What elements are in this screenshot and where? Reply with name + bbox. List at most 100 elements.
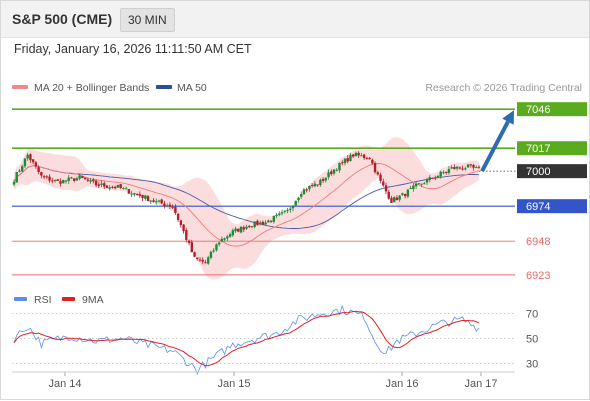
rsi-legend: RSI 9MA: [14, 294, 104, 306]
candle: [346, 155, 349, 164]
candle: [428, 175, 431, 183]
candle-body: [379, 174, 382, 181]
instrument-title: S&P 500 (CME): [12, 11, 113, 27]
rsi-lines: [13, 304, 480, 375]
candle-body: [114, 186, 117, 189]
candle: [141, 194, 144, 202]
candle: [168, 202, 172, 210]
candle-body: [469, 164, 472, 166]
candle: [176, 213, 180, 222]
candle-body: [23, 158, 27, 167]
candle: [351, 153, 355, 158]
candle-body: [373, 163, 377, 173]
chart-header: S&P 500 (CME) 30 MIN: [1, 1, 589, 38]
candle: [182, 224, 185, 234]
candle: [401, 192, 404, 196]
candle-body: [308, 186, 311, 190]
candle-body: [111, 186, 114, 188]
candle-body: [403, 194, 407, 197]
candle-body: [346, 157, 349, 162]
rsi-tick-70: 70: [526, 309, 538, 321]
candle-body: [316, 184, 319, 186]
candle: [40, 171, 43, 179]
candle: [67, 175, 70, 184]
candle: [201, 257, 204, 265]
candle: [272, 215, 276, 224]
candle-body: [412, 185, 415, 190]
candle: [365, 156, 369, 160]
candle: [291, 205, 295, 212]
candle-body: [414, 183, 418, 187]
candle: [108, 185, 111, 191]
candle-body: [237, 228, 240, 232]
candle: [253, 221, 256, 229]
candle: [105, 185, 109, 189]
candle-body: [447, 169, 451, 173]
candle: [475, 165, 478, 169]
candle: [354, 151, 358, 157]
rsi-tick-50: 50: [526, 334, 538, 346]
candle-body: [395, 197, 399, 201]
candle: [349, 152, 352, 162]
candle-body: [351, 154, 355, 157]
candle: [371, 158, 374, 165]
candle: [283, 210, 286, 214]
candle: [45, 175, 49, 180]
candle-body: [297, 197, 300, 201]
candle-body: [119, 184, 122, 189]
candle: [124, 186, 128, 190]
timeframe-badge[interactable]: 30 MIN: [120, 8, 175, 32]
candle: [220, 236, 224, 243]
candle-body: [393, 197, 396, 203]
candle: [149, 200, 152, 204]
candle: [417, 182, 421, 185]
candle-body: [92, 179, 95, 182]
forecast-arrow-shaft: [480, 120, 510, 173]
candle: [338, 162, 341, 173]
rsi-legend-swatch: [14, 297, 27, 301]
ma20-line: [13, 163, 480, 247]
candle-body: [228, 234, 232, 237]
candle-body: [124, 188, 128, 190]
candle-body: [174, 207, 177, 213]
candle: [250, 225, 254, 228]
candle: [48, 174, 51, 183]
level-label-6923: 6923: [526, 270, 550, 282]
ma20-legend-swatch: [12, 85, 28, 89]
candle-body: [401, 193, 404, 195]
candle: [264, 220, 267, 226]
candle: [458, 166, 462, 170]
candle-body: [434, 177, 437, 179]
candle: [116, 184, 120, 188]
candle: [226, 234, 229, 242]
candle: [406, 188, 410, 199]
candle: [190, 239, 193, 253]
candle: [70, 176, 73, 179]
candle: [75, 176, 79, 181]
bollinger-band-area: [14, 137, 479, 280]
candle-body: [62, 179, 65, 184]
candle: [248, 225, 251, 229]
candle-body: [338, 162, 341, 171]
candle: [373, 161, 377, 174]
candle: [461, 165, 464, 171]
candle-body: [382, 181, 385, 186]
candle: [37, 165, 40, 175]
candle-body: [321, 179, 325, 181]
candle: [237, 228, 240, 233]
candle-body: [278, 213, 281, 215]
candle-body: [387, 191, 390, 199]
candle-body: [275, 214, 278, 217]
candle-body: [357, 152, 360, 156]
candle: [29, 153, 32, 163]
level-label-7046: 7046: [526, 104, 550, 116]
level-box-7017: [517, 141, 587, 156]
candle-body: [409, 188, 412, 190]
candle-body: [146, 196, 150, 202]
candle-body: [305, 189, 308, 191]
candle: [56, 178, 59, 182]
candle-body: [245, 226, 248, 229]
candle: [469, 163, 472, 168]
candle-body: [141, 194, 144, 199]
candle-body: [458, 167, 462, 169]
